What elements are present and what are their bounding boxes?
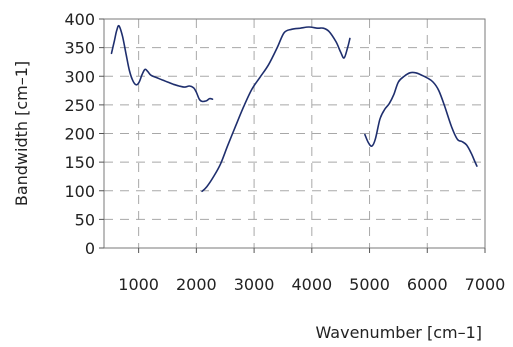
axis-ticks: 0 50 100 150 200 250 300 350 400 1000 2000 3000 4000… — [64, 10, 505, 294]
series-line-segment — [364, 71, 478, 167]
x-axis-title: Wavenumber [cm–1] — [316, 323, 483, 342]
series-line-segment — [201, 26, 351, 193]
x-tick-label: 5000 — [349, 275, 390, 294]
x-tick-label: 1000 — [118, 275, 159, 294]
y-tick-label: 250 — [64, 96, 95, 115]
y-tick-label: 300 — [64, 67, 95, 86]
y-tick-label: 100 — [64, 182, 95, 201]
y-tick-label: 150 — [64, 153, 95, 172]
x-tick-label: 4000 — [291, 275, 332, 294]
y-axis-title: Bandwidth [cm–1] — [12, 61, 31, 206]
y-tick-label: 350 — [64, 39, 95, 58]
y-tick-label: 50 — [75, 210, 95, 229]
x-tick-label: 2000 — [176, 275, 217, 294]
y-tick-label: 0 — [85, 239, 95, 258]
x-tick-label: 3000 — [234, 275, 275, 294]
gridlines — [104, 18, 485, 248]
series-line-segment — [110, 24, 214, 103]
y-tick-label: 200 — [64, 125, 95, 144]
x-tick-label: 6000 — [407, 275, 448, 294]
series — [110, 24, 478, 193]
x-tick-label: 7000 — [465, 275, 506, 294]
y-tick-label: 400 — [64, 10, 95, 29]
